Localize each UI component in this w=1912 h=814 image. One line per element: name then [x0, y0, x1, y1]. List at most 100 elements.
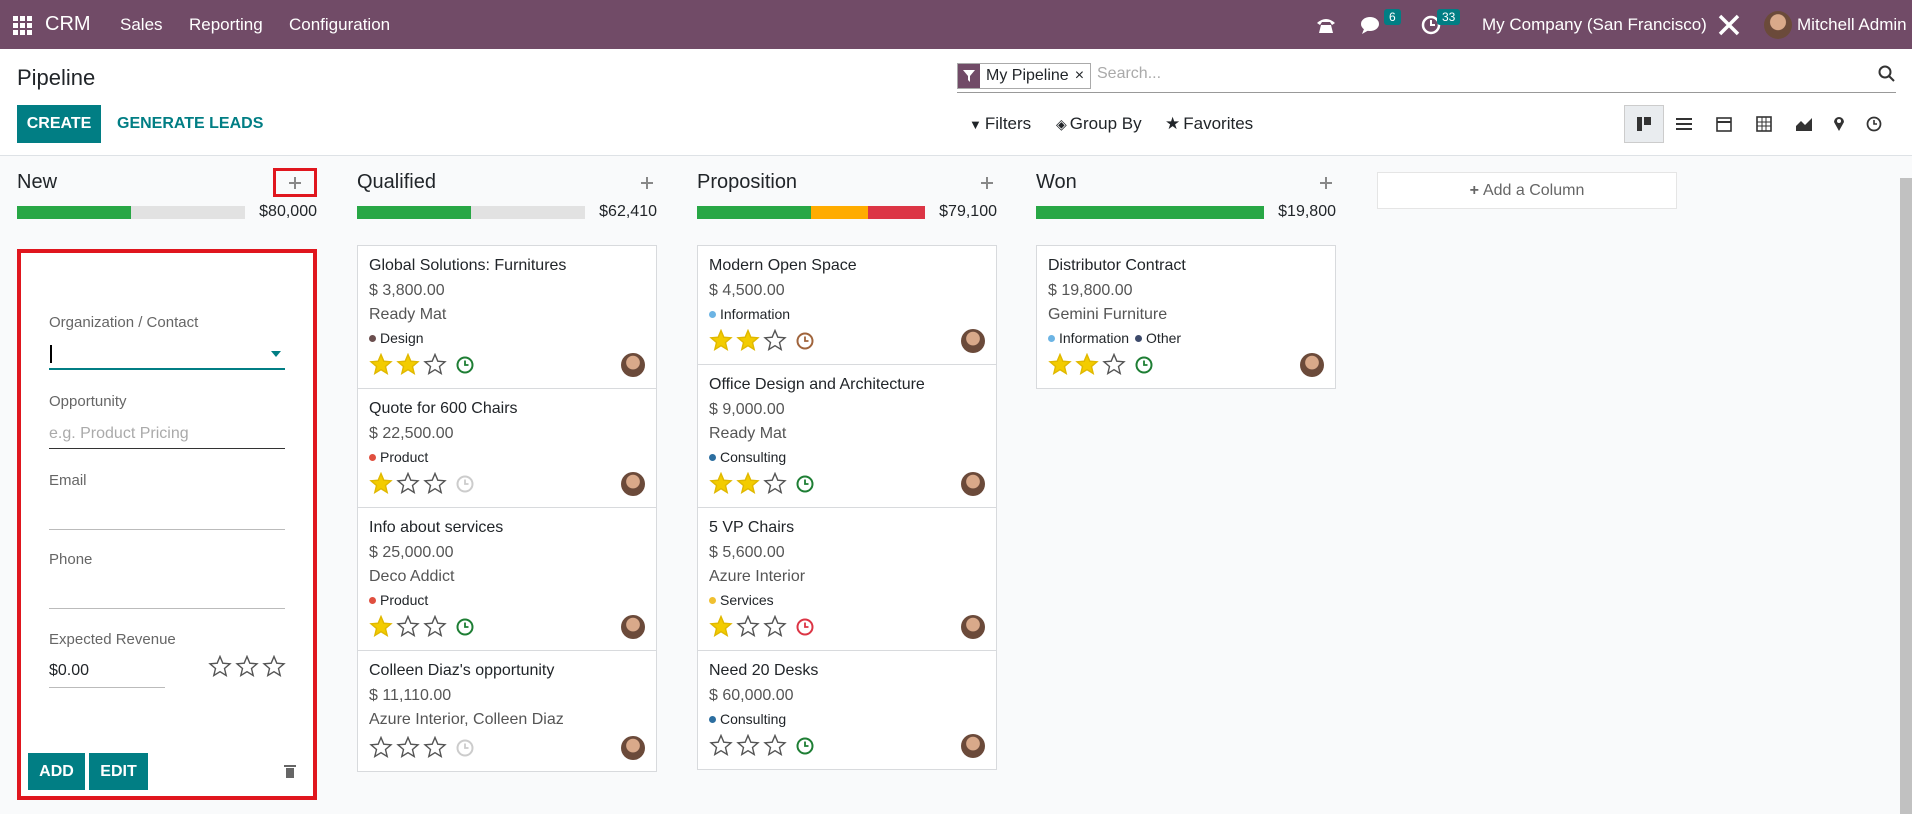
priority-widget[interactable]	[208, 654, 288, 684]
lead-card[interactable]: Info about services $ 25,000.00 Deco Addic…	[357, 507, 657, 651]
progress-segment[interactable]	[697, 206, 811, 219]
graph-view[interactable]	[1784, 116, 1824, 132]
discard-icon[interactable]	[284, 764, 296, 783]
add-button[interactable]: ADD	[28, 753, 85, 790]
column-title: Qualified	[357, 171, 436, 193]
revenue-value[interactable]: $0.00	[49, 662, 90, 679]
quick-add-button[interactable]	[1316, 168, 1336, 197]
search-input[interactable]: Search...	[1097, 65, 1162, 82]
priority-stars[interactable]	[369, 736, 449, 760]
lead-card[interactable]: Office Design and Architecture $ 9,000.00…	[697, 364, 997, 508]
phone-input[interactable]	[49, 608, 285, 609]
assignee-avatar	[621, 353, 645, 377]
quick-add-button[interactable]	[273, 168, 317, 197]
menu-item[interactable]: Sales	[120, 14, 163, 34]
assignee-avatar	[961, 472, 985, 496]
progress-segment[interactable]	[811, 206, 868, 219]
card-footer	[369, 614, 645, 640]
activity-clock[interactable]	[455, 355, 475, 375]
progress-segment[interactable]	[357, 206, 471, 219]
assignee-avatar	[621, 472, 645, 496]
activity-clock[interactable]	[455, 738, 475, 758]
lead-card[interactable]: 5 VP Chairs $ 5,600.00 Azure Interior Servi…	[697, 507, 997, 651]
tag-dot	[369, 334, 376, 342]
messages-icon[interactable]	[1360, 0, 1384, 49]
calendar-view[interactable]	[1704, 116, 1744, 132]
company-switcher[interactable]: My Company (San Francisco)	[1482, 14, 1707, 34]
card-customer: Ready Mat	[369, 306, 447, 323]
tag-list: Consulting	[709, 711, 985, 727]
priority-stars[interactable]	[369, 353, 449, 377]
kanban-column: New $80,000	[17, 156, 317, 245]
create-button[interactable]: CREATE	[17, 105, 101, 143]
activity-clock[interactable]	[455, 474, 475, 494]
activity-view[interactable]	[1854, 116, 1894, 132]
app-name[interactable]: CRM	[45, 13, 91, 35]
tag-dot	[1048, 334, 1055, 342]
priority-stars[interactable]	[369, 615, 449, 639]
menu-item[interactable]: Configuration	[289, 14, 391, 34]
progress-bar	[17, 206, 245, 219]
card-footer	[1048, 352, 1324, 378]
card-title: Global Solutions: Furnitures	[369, 257, 567, 274]
activity-clock[interactable]	[795, 331, 815, 351]
activity-clock[interactable]	[455, 617, 475, 637]
tag-name: Consulting	[720, 449, 787, 465]
apps-icon[interactable]	[12, 0, 32, 49]
search-facet[interactable]: My Pipeline ×	[957, 63, 1092, 89]
priority-stars[interactable]	[709, 472, 789, 496]
lead-card[interactable]: Distributor Contract $ 19,800.00 Gemini Fu…	[1036, 245, 1336, 389]
favorites-button[interactable]: ★ Favorites	[1165, 114, 1254, 133]
tag: Information	[709, 306, 790, 322]
column-total: $79,100	[939, 203, 997, 220]
user-name[interactable]: Mitchell Admin	[1797, 14, 1907, 34]
field-label: Phone	[49, 551, 93, 568]
generate-leads-button[interactable]: GENERATE LEADS	[117, 115, 264, 132]
opportunity-input[interactable]	[49, 448, 285, 449]
card-amount: $ 4,500.00	[709, 282, 785, 299]
column-total: $80,000	[259, 203, 317, 220]
settings-icon[interactable]	[1717, 0, 1741, 49]
priority-stars[interactable]	[208, 654, 288, 679]
priority-stars[interactable]	[709, 615, 789, 639]
activity-clock[interactable]	[1134, 355, 1154, 375]
group-by-button[interactable]: ◈ Group By	[1056, 114, 1142, 133]
edit-button[interactable]: EDIT	[89, 753, 148, 790]
activity-clock[interactable]	[795, 736, 815, 756]
priority-stars[interactable]	[1048, 353, 1128, 377]
progress-segment[interactable]	[1036, 206, 1264, 219]
quick-add-button[interactable]	[637, 168, 657, 197]
map-view[interactable]	[1824, 116, 1854, 132]
add-column-button[interactable]: + Add a Column	[1377, 172, 1677, 209]
organization-input[interactable]	[49, 368, 285, 370]
view-switcher	[1624, 105, 1894, 143]
lead-card[interactable]: Quote for 600 Chairs $ 22,500.00 Product	[357, 388, 657, 508]
lead-card[interactable]: Colleen Diaz's opportunity $ 11,110.00 Azu…	[357, 650, 657, 772]
list-view[interactable]	[1664, 117, 1704, 131]
priority-stars[interactable]	[369, 472, 449, 496]
quick-add-button[interactable]	[977, 168, 997, 197]
user-avatar[interactable]	[1764, 0, 1792, 49]
pivot-view[interactable]	[1744, 116, 1784, 132]
lead-card[interactable]: Global Solutions: Furnitures $ 3,800.00 Re…	[357, 245, 657, 389]
phone-icon[interactable]	[1315, 0, 1337, 49]
priority-stars[interactable]	[709, 329, 789, 353]
dropdown-caret[interactable]	[271, 351, 281, 362]
assignee-avatar	[1300, 353, 1324, 377]
kanban-view[interactable]	[1624, 105, 1664, 143]
progress-segment[interactable]	[868, 206, 925, 219]
card-title: 5 VP Chairs	[709, 519, 795, 536]
email-input[interactable]	[49, 529, 285, 530]
activity-clock[interactable]	[795, 474, 815, 494]
priority-stars[interactable]	[709, 734, 789, 758]
lead-card[interactable]: Modern Open Space $ 4,500.00 Information	[697, 245, 997, 365]
revenue-input[interactable]	[49, 687, 165, 688]
search-icon[interactable]	[1878, 65, 1896, 88]
tag-name: Consulting	[720, 711, 787, 727]
menu-item[interactable]: Reporting	[189, 14, 263, 34]
filters-button[interactable]: ▼ Filters	[969, 114, 1032, 133]
lead-card[interactable]: Need 20 Desks $ 60,000.00 Consulting	[697, 650, 997, 770]
tag-name: Design	[380, 330, 424, 346]
progress-segment[interactable]	[17, 206, 131, 219]
activity-clock[interactable]	[795, 617, 815, 637]
